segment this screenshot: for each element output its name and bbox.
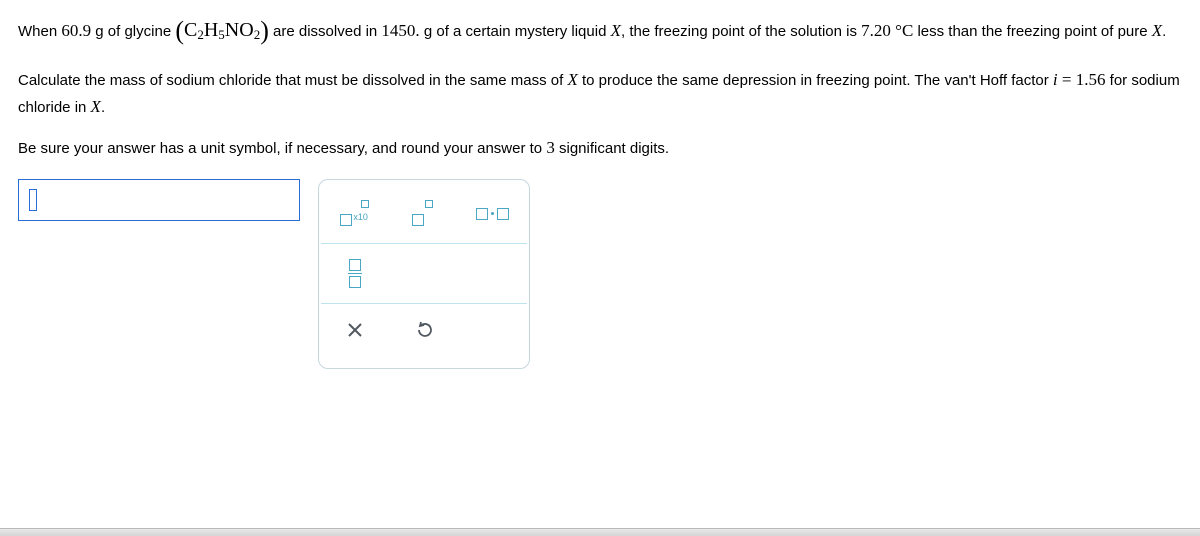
value-i: 1.56 [1076, 70, 1106, 89]
text: Calculate the mass of sodium chloride th… [18, 72, 567, 89]
var-x: X [567, 70, 577, 89]
tool-scientific-notation[interactable]: x10 [321, 184, 390, 243]
tool-empty [390, 244, 459, 303]
tool-multiply-dot[interactable] [458, 184, 527, 243]
tool-superscript[interactable] [390, 184, 459, 243]
text: When [18, 23, 61, 40]
text: , the freezing point of the solution is [621, 23, 861, 40]
placeholder-icon [497, 208, 509, 220]
dot-icon [491, 212, 494, 215]
text: to produce the same depression in freezi… [578, 72, 1053, 89]
tool-fraction[interactable] [321, 244, 390, 303]
value-mass-glycine: 60.9 [61, 21, 91, 40]
close-icon [346, 321, 364, 347]
tool-clear[interactable] [321, 304, 390, 364]
tool-empty [458, 304, 527, 364]
text: . [101, 99, 105, 116]
formatting-toolbar: x10 [318, 179, 530, 369]
placeholder-icon [349, 259, 361, 271]
x10-label: x10 [353, 210, 368, 224]
placeholder-icon [412, 214, 424, 226]
text: Be sure your answer has a unit symbol, i… [18, 140, 546, 157]
text: are dissolved in [269, 23, 382, 40]
var-x: X [91, 97, 101, 116]
text: less than the freezing point of pure [913, 23, 1151, 40]
tool-undo[interactable] [390, 304, 459, 364]
placeholder-icon [425, 200, 433, 208]
text: . [1162, 23, 1166, 40]
placeholder-icon [340, 214, 352, 226]
placeholder-icon [476, 208, 488, 220]
answer-area: x10 [18, 179, 1182, 369]
value-sigfigs: 3 [546, 138, 555, 157]
tool-empty [458, 244, 527, 303]
var-x: X [1152, 21, 1162, 40]
problem-para-1: When 60.9 g of glycine (C2H5NO2) are dis… [18, 10, 1182, 52]
problem-para-3: Be sure your answer has a unit symbol, i… [18, 134, 1182, 161]
value-mass-solvent: 1450. [381, 21, 419, 40]
input-cursor [29, 189, 37, 211]
glycine-formula: (C2H5NO2) [175, 19, 269, 41]
text: g of glycine [91, 23, 175, 40]
value-delta-tf: 7.20 [861, 21, 891, 40]
text: significant digits. [555, 140, 669, 157]
unit-celsius: °C [891, 21, 913, 40]
problem-para-2: Calculate the mass of sodium chloride th… [18, 66, 1182, 120]
fraction-bar-icon [348, 273, 362, 274]
undo-icon [414, 320, 434, 348]
footer-bar [0, 528, 1200, 536]
equals: = [1058, 70, 1076, 89]
placeholder-icon [361, 200, 369, 208]
var-x: X [611, 21, 621, 40]
answer-input[interactable] [18, 179, 300, 221]
problem-statement: When 60.9 g of glycine (C2H5NO2) are dis… [18, 10, 1182, 161]
paren-close: ) [260, 16, 269, 45]
paren-open: ( [175, 16, 184, 45]
text: g of a certain mystery liquid [420, 23, 611, 40]
placeholder-icon [349, 276, 361, 288]
